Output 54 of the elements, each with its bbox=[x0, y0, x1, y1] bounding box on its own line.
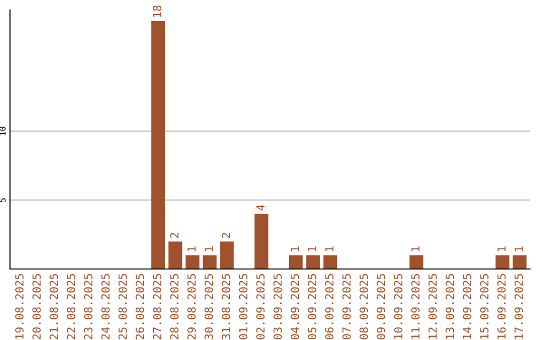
bar bbox=[323, 255, 338, 269]
x-tick-label: 31.08.2025 bbox=[222, 274, 230, 340]
bar bbox=[168, 241, 182, 269]
x-tick-label: 25.08.2025 bbox=[118, 274, 127, 340]
x-tick-label: 11.09.2025 bbox=[411, 274, 420, 339]
x-tick-label: 24.08.2025 bbox=[101, 274, 110, 340]
bar bbox=[151, 21, 165, 269]
data-label: 1 bbox=[411, 246, 420, 252]
x-tick-label: 04.09.2025 bbox=[290, 274, 300, 340]
x-tick-label: 12.09.2025 bbox=[428, 274, 437, 339]
bar bbox=[220, 241, 234, 269]
bar bbox=[288, 255, 303, 269]
x-tick-label: 03.09.2025 bbox=[273, 274, 282, 340]
x-tick-label: 26.08.2025 bbox=[136, 274, 144, 340]
x-tick-label: 09.09.2025 bbox=[376, 274, 386, 340]
x-tick-label: 13.09.2025 bbox=[446, 274, 454, 339]
x-tick-label: 28.08.2025 bbox=[170, 274, 179, 340]
x-tick-label: 01.09.2025 bbox=[239, 274, 248, 340]
x-tick-label: 22.08.2025 bbox=[66, 274, 76, 340]
data-label: 1 bbox=[497, 246, 506, 252]
x-tick-label: 07.09.2025 bbox=[342, 274, 351, 340]
bar bbox=[512, 255, 527, 269]
x-tick-label: 21.08.2025 bbox=[50, 274, 58, 340]
bar bbox=[306, 255, 320, 269]
bar bbox=[186, 255, 200, 269]
bar bbox=[202, 255, 217, 269]
bar bbox=[254, 214, 268, 269]
x-tick-label: 27.08.2025 bbox=[152, 274, 162, 340]
x-tick-label: 06.09.2025 bbox=[325, 274, 334, 340]
x-tick-label: 30.08.2025 bbox=[204, 274, 213, 340]
x-tick-label: 23.08.2025 bbox=[84, 274, 92, 340]
x-tick-label: 05.09.2025 bbox=[308, 274, 316, 340]
x-tick-label: 16.09.2025 bbox=[497, 274, 506, 339]
data-label: 1 bbox=[308, 246, 316, 252]
x-tick-label: 08.09.2025 bbox=[360, 274, 368, 340]
x-tick-label: 10.09.2025 bbox=[394, 274, 402, 339]
data-label: 1 bbox=[325, 246, 334, 252]
x-tick-label: 14.09.2025 bbox=[462, 274, 472, 339]
data-label: 1 bbox=[188, 246, 196, 252]
data-label: 1 bbox=[204, 246, 213, 252]
data-label: 18 bbox=[152, 6, 162, 17]
x-tick-label: 17.09.2025 bbox=[514, 274, 523, 339]
bar bbox=[409, 255, 424, 269]
x-tick-label: 29.08.2025 bbox=[187, 274, 196, 340]
x-tick-label: 15.09.2025 bbox=[480, 274, 488, 339]
data-label: 4 bbox=[256, 204, 264, 211]
x-tick-label: 20.08.2025 bbox=[32, 274, 41, 340]
x-tick-label: 02.09.2025 bbox=[256, 274, 265, 340]
data-label: 1 bbox=[290, 246, 299, 252]
bar bbox=[496, 255, 510, 269]
data-label: 2 bbox=[222, 232, 230, 238]
data-label: 2 bbox=[170, 232, 178, 238]
x-tick-label: 19.08.2025 bbox=[15, 274, 24, 339]
data-label: 1 bbox=[514, 246, 523, 252]
